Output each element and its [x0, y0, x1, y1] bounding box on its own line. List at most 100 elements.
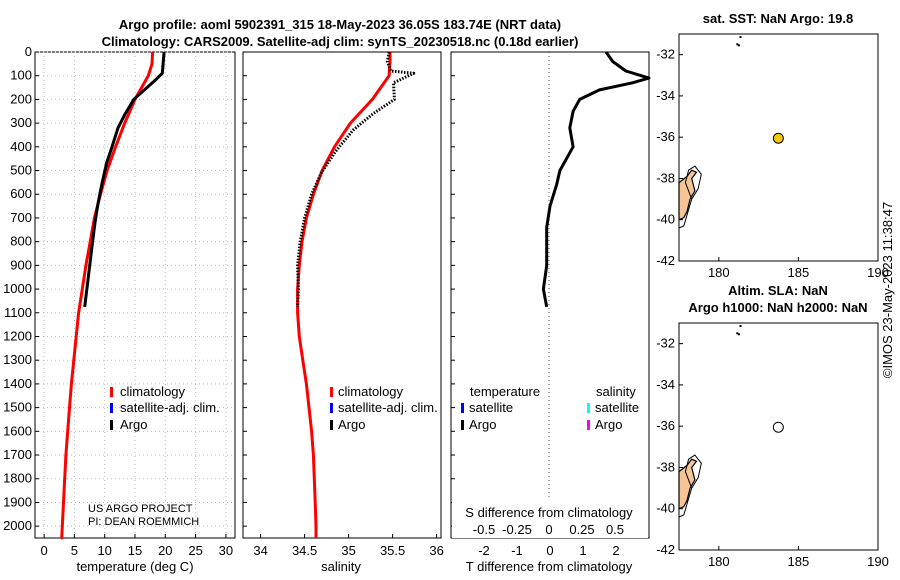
coastline-contour — [678, 454, 702, 518]
credit-pi: PI: DEAN ROEMMICH — [88, 516, 199, 528]
islet-kermadec — [736, 332, 739, 335]
land-new-zealand — [678, 458, 698, 510]
lat-tick-label: -32 — [656, 336, 675, 351]
salinity-axes-frame — [242, 51, 442, 539]
difference-xlabel: T difference from climatology — [466, 559, 633, 574]
lat-tick-label: -40 — [656, 501, 675, 516]
x-tick-label: 36 — [429, 543, 443, 558]
legend-swatch-satellite — [330, 403, 333, 413]
legend-swatch-satellite — [110, 403, 113, 413]
x-tick-label: 35 — [341, 543, 355, 558]
sla-map-panel: Altim. SLA: NaN Argo h1000: NaN h2000: N… — [656, 283, 889, 569]
temperature-legend: climatology satellite-adj. clim. Argo — [110, 384, 220, 432]
sst-map-title: sat. SST: NaN Argo: 19.8 — [703, 11, 854, 26]
sst-map-ticks: 180 185 190 -32 -34 -36 -38 -40 -42 — [656, 47, 889, 280]
legend-title-temperature: temperature — [470, 384, 540, 399]
legend-argo: Argo — [338, 417, 365, 432]
lon-tick-label: 190 — [867, 554, 889, 569]
legend-t-satellite: satellite — [469, 400, 513, 415]
y-tick-label: 1100 — [4, 305, 32, 320]
legend-swatch-t-argo — [461, 420, 464, 430]
legend-swatch-s-satellite — [587, 403, 590, 413]
islet-kermadec — [739, 36, 742, 39]
y-tick-label: 1800 — [3, 471, 32, 486]
lat-tick-label: -36 — [656, 129, 675, 144]
coastline-contour — [678, 165, 702, 229]
legend-swatch-s-argo — [587, 420, 590, 430]
legend-s-satellite: satellite — [595, 400, 639, 415]
temperature-lines — [60, 51, 166, 540]
lat-tick-label: -38 — [656, 459, 675, 474]
y-tick-label: 1900 — [3, 494, 32, 509]
y-tick-label: 500 — [10, 163, 32, 178]
x-tick-label: 0 — [40, 543, 47, 558]
x-tick-label: 25 — [188, 543, 202, 558]
legend-climatology: climatology — [120, 384, 186, 399]
lat-tick-label: -40 — [656, 212, 675, 227]
lon-tick-label: 185 — [788, 265, 810, 280]
x2-tick-label: -0.25 — [502, 522, 532, 537]
lat-tick-label: -36 — [656, 418, 675, 433]
y-tick-label: 0 — [25, 44, 32, 59]
x-tick-label: 0 — [546, 543, 553, 558]
y-tick-label: 1500 — [3, 400, 32, 415]
legend-swatch-argo — [110, 420, 113, 430]
x2-tick-label: 0.25 — [569, 522, 594, 537]
difference-xlabel2: S difference from climatology — [465, 505, 633, 520]
sst-map-float — [772, 132, 784, 144]
x-tick-label: 34 — [253, 543, 267, 558]
y-tick-label: 800 — [10, 234, 32, 249]
lat-tick-label: -34 — [656, 377, 675, 392]
x-tick-label: 5 — [71, 543, 78, 558]
figure-title-line2: Climatology: CARS2009. Satellite-adj cli… — [102, 34, 579, 49]
y-tick-label: 700 — [10, 210, 32, 225]
islet-kermadec — [737, 44, 740, 47]
legend-satellite: satellite-adj. clim. — [120, 400, 220, 415]
x2-tick-label: 0.5 — [606, 522, 624, 537]
legend-swatch-climatology — [110, 387, 113, 397]
salinity-legend: climatology satellite-adj. clim. Argo — [330, 384, 438, 432]
y-tick-label: 1400 — [3, 376, 32, 391]
sst-map-land — [678, 36, 742, 229]
lon-tick-label: 185 — [788, 554, 810, 569]
secondary-axis-box — [452, 500, 648, 538]
y-tick-label: 600 — [10, 186, 32, 201]
x-tick-label: -1 — [511, 543, 523, 558]
difference-axes-frame — [450, 51, 650, 539]
sla-map-title-line1: Altim. SLA: NaN — [728, 283, 828, 298]
x-tick-label: 10 — [97, 543, 111, 558]
salinity-lines — [296, 51, 416, 538]
salinity-xlabel: salinity — [321, 559, 361, 574]
legend-t-argo: Argo — [469, 417, 496, 432]
lat-tick-label: -42 — [656, 542, 675, 557]
lon-tick-label: 190 — [867, 265, 889, 280]
x2-tick-label: -0.5 — [473, 522, 495, 537]
salinity-ticks: 34 34.5 35 35.5 36 — [243, 51, 444, 558]
islet-kermadec — [737, 333, 740, 336]
legend-swatch-t-satellite — [461, 403, 464, 413]
series-argo — [83, 51, 166, 308]
figure-title-line1: Argo profile: aoml 5902391_315 18-May-20… — [119, 17, 561, 32]
legend-s-argo: Argo — [595, 417, 622, 432]
y-tick-label: 1000 — [3, 281, 32, 296]
series-climatology — [60, 51, 155, 540]
difference-ticks: -2 -1 0 1 2 — [451, 51, 620, 558]
x-tick-label: 30 — [219, 543, 233, 558]
sst-map-panel: sat. SST: NaN Argo: 19.8 180 185 190 -32 -34… — [656, 11, 889, 280]
x-tick-label: 34.5 — [292, 543, 317, 558]
x-tick-label: 35.5 — [380, 543, 405, 558]
y-tick-label: 1300 — [3, 352, 32, 367]
legend-swatch-argo — [330, 420, 333, 430]
credit-project: US ARGO PROJECT — [88, 503, 193, 515]
sla-map-frame — [678, 322, 879, 551]
x2-tick-label: 0 — [545, 522, 552, 537]
islet-kermadec — [736, 43, 739, 46]
x-tick-label: 1 — [579, 543, 586, 558]
sla-map-title-line2: Argo h1000: NaN h2000: NaN — [688, 300, 867, 315]
sst-map-frame — [678, 33, 879, 262]
imos-timestamp: ©IMOS 23-May-2023 11:38:47 — [880, 202, 895, 378]
y-tick-label: 1600 — [3, 423, 32, 438]
argo-float-marker — [772, 132, 784, 144]
lat-tick-label: -42 — [656, 253, 675, 268]
y-tick-label: 2000 — [3, 518, 32, 533]
